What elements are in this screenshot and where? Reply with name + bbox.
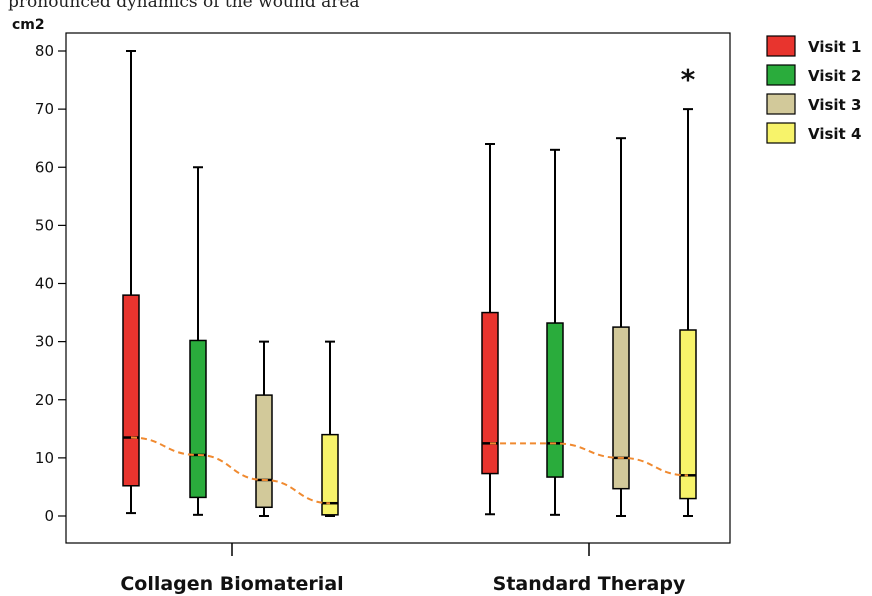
legend-swatch <box>766 93 796 115</box>
y-tick-label: 10 <box>35 449 54 467</box>
y-tick-label: 60 <box>35 158 54 176</box>
box-iqr <box>122 294 140 487</box>
x-axis: Collagen Biomaterial Standard Therapy <box>120 543 686 595</box>
y-axis-label: cm2 <box>12 17 45 33</box>
legend-label: Visit 2 <box>808 67 861 85</box>
box-visit-2-collagen-biomaterial <box>189 166 207 516</box>
y-tick-label: 0 <box>44 507 54 525</box>
box-iqr <box>481 311 499 475</box>
box-plots <box>122 50 697 517</box>
trend-lines <box>130 436 689 505</box>
median-trend-line <box>490 442 689 477</box>
box-iqr <box>546 322 564 478</box>
y-axis: 0 10 20 30 40 50 60 70 80 <box>35 42 66 525</box>
box-visit-4-collagen-biomaterial <box>321 340 339 517</box>
y-tick-label: 40 <box>35 275 54 293</box>
legend-label: Visit 1 <box>808 38 861 56</box>
y-tick-label: 30 <box>35 333 54 351</box>
cropped-caption-text: pronounced dynamics of the wound area <box>8 0 360 12</box>
significance-asterisk: * <box>681 63 696 96</box>
y-tick-label: 50 <box>35 216 54 234</box>
x-category-label: Standard Therapy <box>493 573 686 595</box>
median-trend-line <box>130 436 331 505</box>
box-iqr <box>255 394 273 509</box>
box-iqr <box>321 433 339 516</box>
legend-swatch <box>766 122 796 144</box>
box-visit-2-standard-therapy <box>546 148 564 516</box>
plot-frame <box>65 32 731 544</box>
box-visit-1-collagen-biomaterial <box>122 50 140 515</box>
legend-swatch <box>766 64 796 86</box>
x-category-label: Collagen Biomaterial <box>120 573 343 595</box>
box-visit-3-collagen-biomaterial <box>255 340 273 517</box>
legend: Visit 1 Visit 2 Visit 3 Visit 4 <box>766 35 861 144</box>
box-visit-3-standard-therapy <box>612 137 630 517</box>
legend-swatch <box>766 35 796 57</box>
y-tick-label: 20 <box>35 391 54 409</box>
legend-label: Visit 3 <box>808 96 861 114</box>
box-visit-4-standard-therapy <box>679 108 697 517</box>
legend-label: Visit 4 <box>808 125 861 143</box>
box-iqr <box>612 326 630 490</box>
box-iqr <box>189 339 207 499</box>
y-tick-label: 80 <box>35 42 54 60</box>
y-tick-label: 70 <box>35 100 54 118</box>
box-iqr <box>679 329 697 500</box>
box-visit-1-standard-therapy <box>481 143 499 516</box>
